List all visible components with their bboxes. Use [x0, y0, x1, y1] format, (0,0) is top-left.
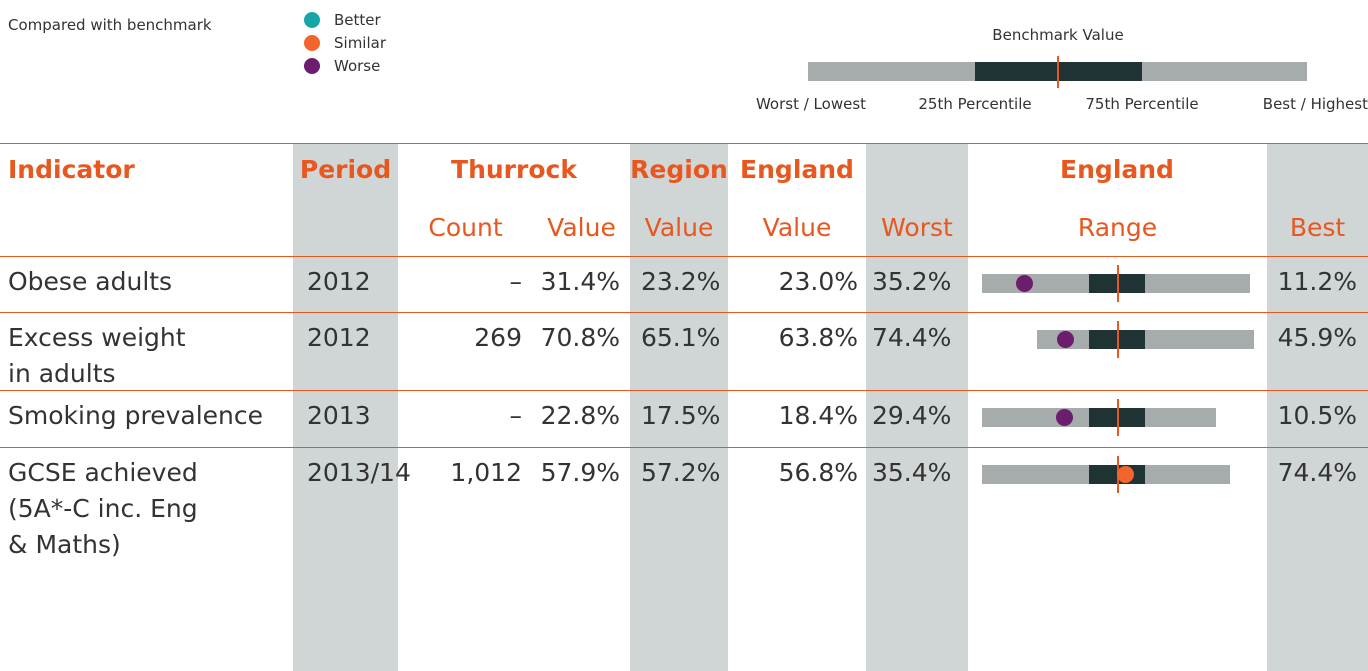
benchmark: [1117, 399, 1119, 436]
count: –: [509, 401, 523, 430]
england: 63.8%: [778, 323, 858, 352]
subheader-cell: Value: [644, 213, 714, 242]
worst: 35.4%: [872, 458, 952, 487]
value: 70.8%: [540, 323, 620, 352]
worst: 74.4%: [872, 323, 952, 352]
value-dot: [1055, 409, 1073, 426]
value-dot: [1056, 331, 1074, 348]
header-cell: Thurrock: [451, 155, 577, 184]
region: 17.5%: [641, 401, 721, 430]
count: 269: [474, 323, 522, 352]
region: 57.2%: [641, 458, 721, 487]
row-line: [0, 256, 1368, 257]
row-line: [0, 143, 1368, 144]
legend-dot: [304, 58, 320, 74]
header-cell: England: [740, 155, 854, 184]
best: 45.9%: [1277, 323, 1357, 352]
subheader-cell: Count: [428, 213, 503, 242]
indicator: Smoking prevalence: [8, 401, 263, 430]
subheader-cell: Best: [1289, 213, 1346, 242]
legend-label: Better: [334, 11, 381, 29]
key-label: Best / Highest: [1262, 95, 1368, 113]
period: 2013/14: [307, 458, 411, 487]
count: –: [509, 267, 523, 296]
legend-dot: [304, 35, 320, 51]
england: 18.4%: [778, 401, 858, 430]
subheader-cell: Value: [547, 213, 616, 242]
row-line: [0, 312, 1368, 313]
legend-label: Similar: [334, 34, 386, 52]
legend-dot: [304, 12, 320, 28]
indicator: Excess weight: [8, 323, 186, 352]
england: 56.8%: [778, 458, 858, 487]
benchmark: [1117, 265, 1119, 302]
region: 65.1%: [641, 323, 721, 352]
subheader-cell: Worst: [881, 213, 953, 242]
period: 2012: [307, 323, 371, 352]
value-dot: [1016, 275, 1034, 292]
key-title: Benchmark Value: [992, 26, 1124, 44]
best: 11.2%: [1277, 267, 1357, 296]
header-cell: England: [1060, 155, 1174, 184]
best: 74.4%: [1277, 458, 1357, 487]
indicator: (5A*-C inc. Eng: [8, 494, 198, 523]
indicator: Obese adults: [8, 267, 173, 296]
row-line: [0, 390, 1368, 391]
column-bg: [1267, 143, 1368, 671]
column-bg: [293, 143, 398, 671]
header-cell: Region: [630, 155, 728, 184]
row-line: [0, 447, 1368, 448]
indicator: in adults: [8, 359, 116, 388]
value: 22.8%: [540, 401, 620, 430]
key-label: 75th Percentile: [1085, 95, 1199, 113]
legend-title: Compared with benchmark: [8, 16, 212, 34]
header-cell: Indicator: [8, 155, 135, 184]
header-cell: Period: [299, 155, 392, 184]
count: 1,012: [450, 458, 522, 487]
value: 31.4%: [540, 267, 620, 296]
best: 10.5%: [1277, 401, 1357, 430]
column-bg: [866, 143, 968, 671]
value: 57.9%: [540, 458, 620, 487]
column-bg: [630, 143, 728, 671]
subheader-cell: Value: [762, 213, 832, 242]
value-dot: [1116, 466, 1134, 483]
key-benchmark: [1057, 56, 1059, 88]
england: 23.0%: [778, 267, 858, 296]
key-label: 25th Percentile: [918, 95, 1032, 113]
region: 23.2%: [641, 267, 721, 296]
worst: 29.4%: [872, 401, 952, 430]
period: 2013: [307, 401, 371, 430]
indicator: & Maths): [8, 530, 121, 559]
key-label: Worst / Lowest: [755, 95, 867, 113]
indicator: GCSE achieved: [8, 458, 198, 487]
subheader-cell: Range: [1077, 213, 1158, 242]
benchmark: [1117, 321, 1119, 358]
legend-label: Worse: [334, 57, 381, 75]
worst: 35.2%: [872, 267, 952, 296]
period: 2012: [307, 267, 371, 296]
